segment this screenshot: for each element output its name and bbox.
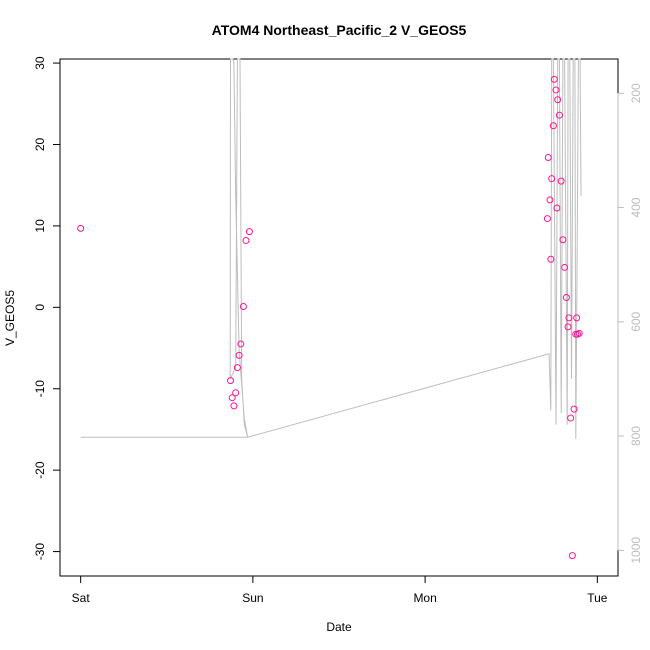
x-axis-label: Date: [326, 620, 352, 634]
data-point: [555, 111, 563, 119]
y-axis: -30 -20 -10 0 10 20 30: [33, 56, 61, 561]
y-tick-label: 20: [33, 137, 47, 151]
data-point: [233, 364, 241, 372]
data-point: [549, 122, 557, 130]
x-tick-label: Sun: [242, 591, 263, 605]
data-point: [557, 177, 565, 185]
data-point: [239, 303, 247, 311]
data-point: [237, 340, 245, 348]
data-point: [570, 405, 578, 413]
y-tick-label: -30: [33, 543, 47, 561]
plot-area: [59, 58, 619, 577]
data-point: [561, 263, 569, 271]
y-right-tick-label: 1000: [629, 537, 643, 564]
x-tick-label: Mon: [413, 591, 436, 605]
data-point: [548, 175, 556, 183]
y-tick-label: -20: [33, 461, 47, 479]
y-axis-right: 200 400 600 800 1000: [617, 83, 643, 564]
data-point: [575, 329, 583, 337]
data-point: [227, 377, 234, 385]
chart-title: ATOM4 Northeast_Pacific_2 V_GEOS5: [212, 22, 467, 38]
y-tick-label: 10: [33, 219, 47, 233]
y-axis-label: V_GEOS5: [3, 290, 17, 346]
right-axis-series: [80, 58, 582, 439]
y-tick-label: -10: [33, 380, 47, 398]
data-point: [235, 351, 243, 359]
data-point: [554, 96, 562, 104]
data-point: [564, 323, 572, 331]
data-point: [552, 86, 560, 94]
y-right-tick-label: 800: [629, 426, 643, 446]
y-right-tick-label: 600: [629, 311, 643, 331]
data-point: [553, 204, 561, 212]
data-point: [245, 228, 253, 236]
y-tick-label: 0: [33, 304, 47, 311]
data-point: [546, 196, 554, 204]
data-point: [77, 224, 85, 232]
data-point: [547, 255, 555, 263]
data-point: [242, 237, 250, 245]
x-axis: Sat Sun Mon Tue: [72, 575, 608, 605]
left-axis-series: [77, 75, 583, 560]
data-point: [232, 389, 240, 397]
right-series-line: [80, 58, 582, 439]
data-point: [573, 314, 581, 322]
y-tick-label: 30: [33, 56, 47, 70]
data-point: [543, 215, 551, 223]
data-point: [550, 75, 558, 83]
x-tick-label: Tue: [587, 591, 608, 605]
data-point: [230, 402, 238, 410]
data-point: [562, 294, 570, 302]
y-right-tick-label: 200: [629, 83, 643, 103]
data-point: [228, 394, 236, 402]
x-tick-label: Sat: [72, 591, 91, 605]
data-point: [568, 552, 576, 560]
y-right-tick-label: 400: [629, 197, 643, 217]
data-point: [567, 414, 575, 422]
data-point: [544, 154, 552, 162]
data-point: [559, 236, 567, 244]
data-point: [565, 314, 573, 322]
